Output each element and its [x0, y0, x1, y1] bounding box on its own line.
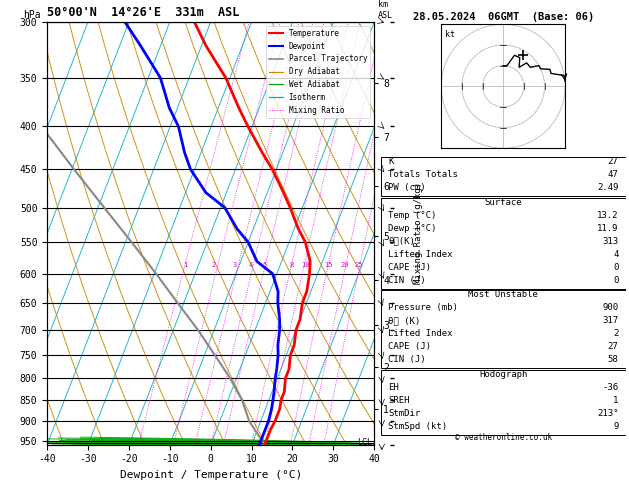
Text: 50°00'N  14°26'E  331m  ASL: 50°00'N 14°26'E 331m ASL: [47, 6, 240, 19]
Text: 4: 4: [613, 250, 618, 259]
Text: 9: 9: [613, 422, 618, 431]
Text: θᴄ(K): θᴄ(K): [388, 237, 415, 246]
Text: Surface: Surface: [484, 198, 522, 207]
Y-axis label: Mixing Ratio (g/kg): Mixing Ratio (g/kg): [414, 182, 423, 284]
Bar: [381, 157, 626, 196]
Text: km
ASL: km ASL: [377, 0, 392, 20]
Text: 213°: 213°: [597, 409, 618, 418]
Text: 25: 25: [355, 262, 363, 268]
Text: SREH: SREH: [388, 396, 409, 405]
Text: Pressure (mb): Pressure (mb): [388, 303, 458, 312]
Text: K: K: [388, 157, 393, 166]
Text: 0: 0: [613, 276, 618, 285]
Text: 2: 2: [613, 330, 618, 338]
Text: 1: 1: [613, 396, 618, 405]
Text: 5: 5: [263, 262, 267, 268]
Bar: [381, 370, 626, 435]
Text: LCL: LCL: [357, 438, 372, 447]
Text: © weatheronline.co.uk: © weatheronline.co.uk: [455, 433, 552, 442]
Text: hPa: hPa: [23, 10, 40, 20]
Text: 313: 313: [603, 237, 618, 246]
Text: Lifted Index: Lifted Index: [388, 250, 452, 259]
Text: kt: kt: [445, 31, 455, 39]
Text: 1: 1: [183, 262, 187, 268]
Text: 47: 47: [608, 170, 618, 179]
Text: 3: 3: [232, 262, 237, 268]
Text: 20: 20: [340, 262, 349, 268]
Text: 58: 58: [608, 355, 618, 364]
Text: 15: 15: [324, 262, 333, 268]
Text: 2.49: 2.49: [597, 183, 618, 192]
Text: 11.9: 11.9: [597, 224, 618, 233]
Text: 13.2: 13.2: [597, 211, 618, 220]
Text: CIN (J): CIN (J): [388, 276, 426, 285]
Text: CAPE (J): CAPE (J): [388, 262, 431, 272]
Text: 8: 8: [289, 262, 294, 268]
Text: StmDir: StmDir: [388, 409, 420, 418]
Text: 317: 317: [603, 316, 618, 326]
Text: θᴄ (K): θᴄ (K): [388, 316, 420, 326]
Text: CIN (J): CIN (J): [388, 355, 426, 364]
Text: 10: 10: [301, 262, 310, 268]
Text: 27: 27: [608, 157, 618, 166]
Text: 2: 2: [211, 262, 216, 268]
Bar: [381, 198, 626, 289]
Text: 4: 4: [248, 262, 253, 268]
Text: Dewp (°C): Dewp (°C): [388, 224, 437, 233]
Text: 0: 0: [613, 262, 618, 272]
Bar: [381, 291, 626, 368]
Text: Hodograph: Hodograph: [479, 370, 527, 379]
Text: EH: EH: [388, 383, 399, 392]
Text: CAPE (J): CAPE (J): [388, 342, 431, 351]
Legend: Temperature, Dewpoint, Parcel Trajectory, Dry Adiabat, Wet Adiabat, Isotherm, Mi: Temperature, Dewpoint, Parcel Trajectory…: [266, 26, 370, 118]
Text: PW (cm): PW (cm): [388, 183, 426, 192]
Text: Temp (°C): Temp (°C): [388, 211, 437, 220]
Text: -36: -36: [603, 383, 618, 392]
Text: 27: 27: [608, 342, 618, 351]
Text: 900: 900: [603, 303, 618, 312]
Text: StmSpd (kt): StmSpd (kt): [388, 422, 447, 431]
Text: Lifted Index: Lifted Index: [388, 330, 452, 338]
Text: 28.05.2024  06GMT  (Base: 06): 28.05.2024 06GMT (Base: 06): [413, 12, 594, 22]
X-axis label: Dewpoint / Temperature (°C): Dewpoint / Temperature (°C): [120, 470, 302, 480]
Text: Most Unstable: Most Unstable: [468, 291, 538, 299]
Text: Totals Totals: Totals Totals: [388, 170, 458, 179]
